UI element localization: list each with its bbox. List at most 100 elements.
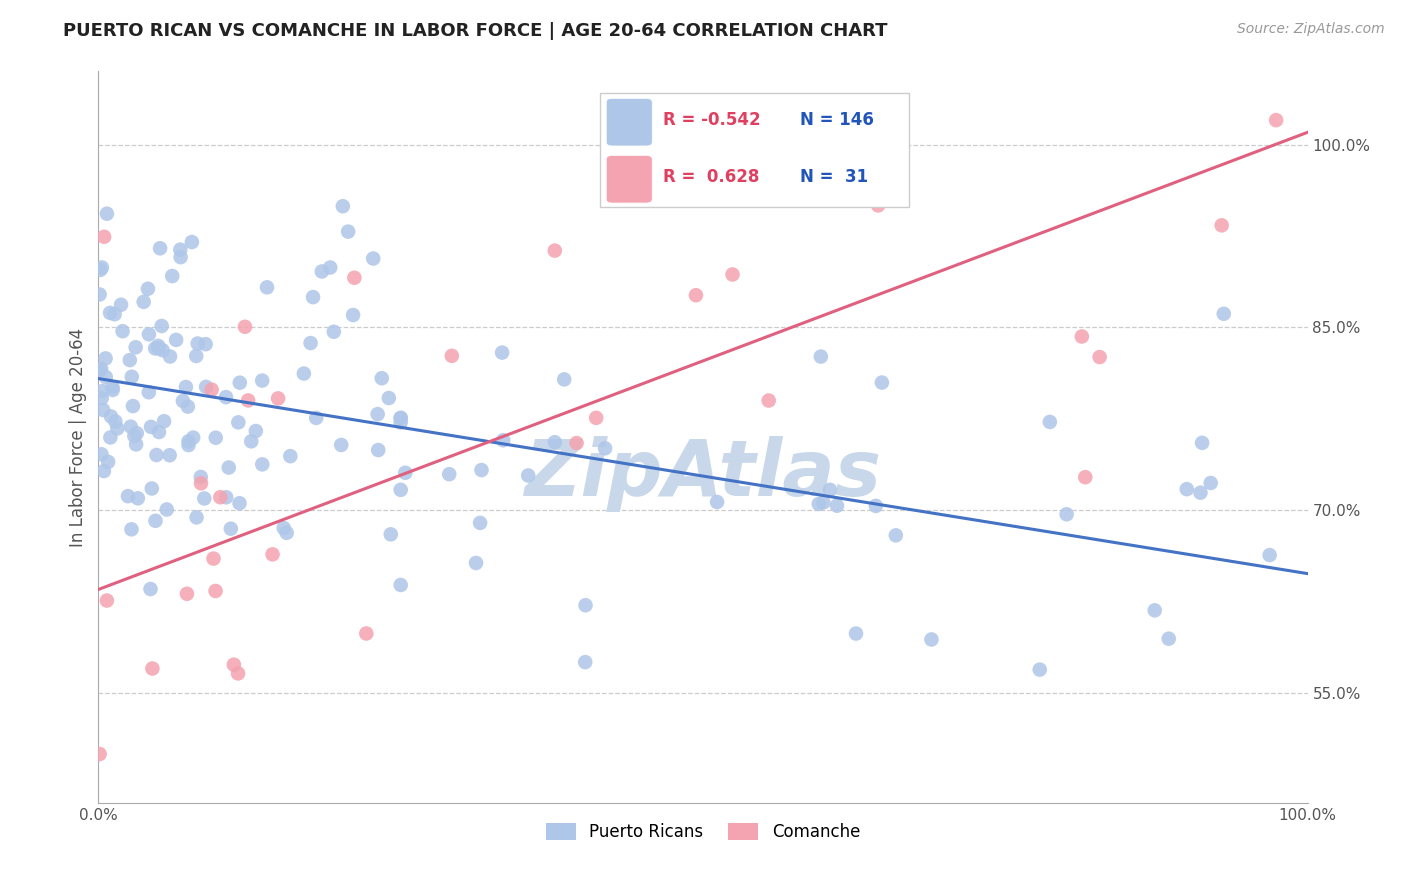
Point [825, 499, 848, 513]
Point [139, 420, 162, 434]
Point [90, 392, 112, 406]
Point [194, 337, 217, 351]
Point [127, 491, 149, 506]
Point [470, 463, 492, 477]
Point [1074, 470, 1097, 484]
Point [209, 490, 232, 504]
Point [468, 516, 491, 530]
Point [389, 483, 412, 497]
Point [177, 400, 200, 414]
Point [97, 455, 120, 469]
Point [141, 482, 163, 496]
Point [122, 399, 145, 413]
Point [110, 298, 132, 312]
Text: PUERTO RICAN VS COMANCHE IN LABOR FORCE | AGE 20-64 CORRELATION CHART: PUERTO RICAN VS COMANCHE IN LABOR FORCE … [63, 22, 887, 40]
FancyBboxPatch shape [606, 155, 652, 203]
Point [1265, 113, 1288, 128]
Point [89, 747, 111, 761]
Point [311, 264, 333, 278]
Point [1088, 350, 1111, 364]
Point [132, 294, 155, 309]
Point [181, 431, 204, 445]
Point [174, 380, 197, 394]
Point [807, 497, 830, 511]
Point [380, 527, 402, 541]
Text: N =  31: N = 31 [800, 169, 868, 186]
Point [121, 369, 143, 384]
Point [818, 483, 841, 497]
Point [94, 351, 117, 366]
Point [226, 666, 249, 681]
Point [159, 448, 181, 462]
Text: R = -0.542: R = -0.542 [664, 112, 761, 129]
Point [177, 438, 200, 452]
Point [104, 414, 127, 428]
Point [125, 437, 148, 451]
Point [1175, 482, 1198, 496]
Point [440, 349, 463, 363]
Point [195, 380, 218, 394]
Point [145, 514, 167, 528]
Point [120, 419, 142, 434]
Point [319, 260, 342, 275]
Point [90, 362, 112, 376]
Point [252, 458, 274, 472]
Point [94, 370, 117, 384]
Point [96, 207, 118, 221]
Point [256, 280, 278, 294]
Point [190, 470, 212, 484]
Point [292, 367, 315, 381]
Text: N = 146: N = 146 [800, 112, 873, 129]
Point [276, 525, 298, 540]
Point [204, 584, 226, 599]
Point [91, 384, 114, 398]
Point [169, 250, 191, 264]
Point [136, 282, 159, 296]
Point [204, 431, 226, 445]
Point [1211, 219, 1233, 233]
Point [1199, 475, 1222, 490]
Point [138, 327, 160, 342]
Point [193, 491, 215, 506]
Point [201, 383, 224, 397]
Point [439, 467, 461, 482]
Point [574, 655, 596, 669]
Point [172, 394, 194, 409]
Point [758, 393, 780, 408]
Point [118, 353, 141, 368]
Point [150, 318, 173, 333]
Point [100, 409, 122, 424]
Point [361, 252, 384, 266]
Point [228, 496, 250, 510]
Point [96, 593, 118, 607]
Point [111, 324, 134, 338]
Text: ZipAtlas: ZipAtlas [524, 435, 882, 512]
Point [104, 307, 127, 321]
Point [89, 263, 111, 277]
Point [180, 235, 202, 249]
Point [1212, 307, 1234, 321]
Point [229, 376, 252, 390]
Point [1039, 415, 1062, 429]
Point [491, 345, 513, 359]
Point [101, 383, 124, 397]
Point [356, 626, 378, 640]
Point [278, 449, 301, 463]
Point [105, 421, 128, 435]
Point [218, 460, 240, 475]
Point [93, 229, 115, 244]
Point [148, 339, 170, 353]
Point [492, 434, 515, 448]
Point [117, 489, 139, 503]
Point [90, 447, 112, 461]
Y-axis label: In Labor Force | Age 20-64: In Labor Force | Age 20-64 [69, 327, 87, 547]
Point [865, 499, 887, 513]
Point [517, 468, 540, 483]
Point [177, 434, 200, 449]
Point [124, 429, 146, 443]
Point [1258, 548, 1281, 562]
Point [378, 391, 401, 405]
Point [138, 385, 160, 400]
Point [101, 380, 124, 394]
Point [125, 426, 148, 441]
